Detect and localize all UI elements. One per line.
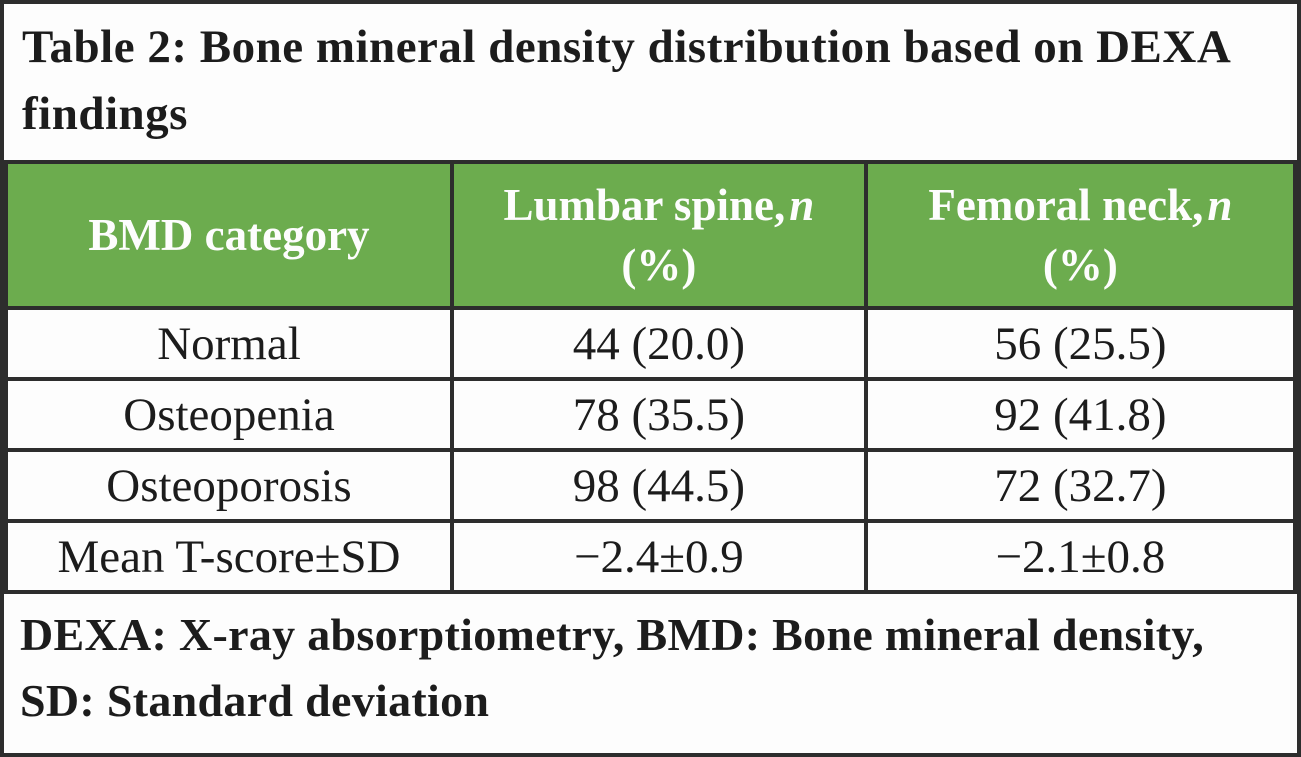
header-n-symbol-femoral: n xyxy=(1207,180,1233,230)
header-label-femoral-neck: Femoral neck, xyxy=(928,180,1204,230)
cell-category: Mean T-score±SD xyxy=(4,519,454,594)
header-n-symbol-lumbar: n xyxy=(789,180,815,230)
cell-lumbar-value: −2.4±0.9 xyxy=(449,519,868,594)
header-cell-bmd-category: BMD category xyxy=(4,160,454,310)
cell-femoral-value: 92 (41.8) xyxy=(863,377,1297,452)
cell-lumbar-value: 78 (35.5) xyxy=(449,377,868,452)
bmd-table: BMD category Lumbar spine,n (%) Femoral … xyxy=(4,160,1297,594)
header-label-bmd-category: BMD category xyxy=(88,210,370,260)
cell-lumbar-value: 44 (20.0) xyxy=(449,306,868,381)
table-row-normal: Normal 44 (20.0) 56 (25.5) xyxy=(4,306,1297,381)
table-row-osteopenia: Osteopenia 78 (35.5) 92 (41.8) xyxy=(4,377,1297,452)
cell-category: Osteoporosis xyxy=(4,448,454,523)
header-cell-lumbar-spine: Lumbar spine,n (%) xyxy=(449,160,868,310)
cell-femoral-value: 72 (32.7) xyxy=(863,448,1297,523)
cell-femoral-value: −2.1±0.8 xyxy=(863,519,1297,594)
header-label-lumbar-spine: Lumbar spine, xyxy=(503,180,786,230)
table-footnote: DEXA: X-ray absorptiometry, BMD: Bone mi… xyxy=(20,609,1204,726)
header-unit-lumbar: (%) xyxy=(621,240,697,290)
cell-femoral-value: 56 (25.5) xyxy=(863,306,1297,381)
cell-lumbar-value: 98 (44.5) xyxy=(449,448,868,523)
header-cell-femoral-neck: Femoral neck,n (%) xyxy=(863,160,1297,310)
cell-category: Osteopenia xyxy=(4,377,454,452)
table-header-row: BMD category Lumbar spine,n (%) Femoral … xyxy=(4,160,1297,310)
header-unit-femoral: (%) xyxy=(1042,240,1118,290)
table-row-osteoporosis: Osteoporosis 98 (44.5) 72 (32.7) xyxy=(4,448,1297,523)
cell-category: Normal xyxy=(4,306,454,381)
table-caption: Table 2: Bone mineral density distributi… xyxy=(22,21,1229,140)
table-row-mean-tscore: Mean T-score±SD −2.4±0.9 −2.1±0.8 xyxy=(4,519,1297,594)
